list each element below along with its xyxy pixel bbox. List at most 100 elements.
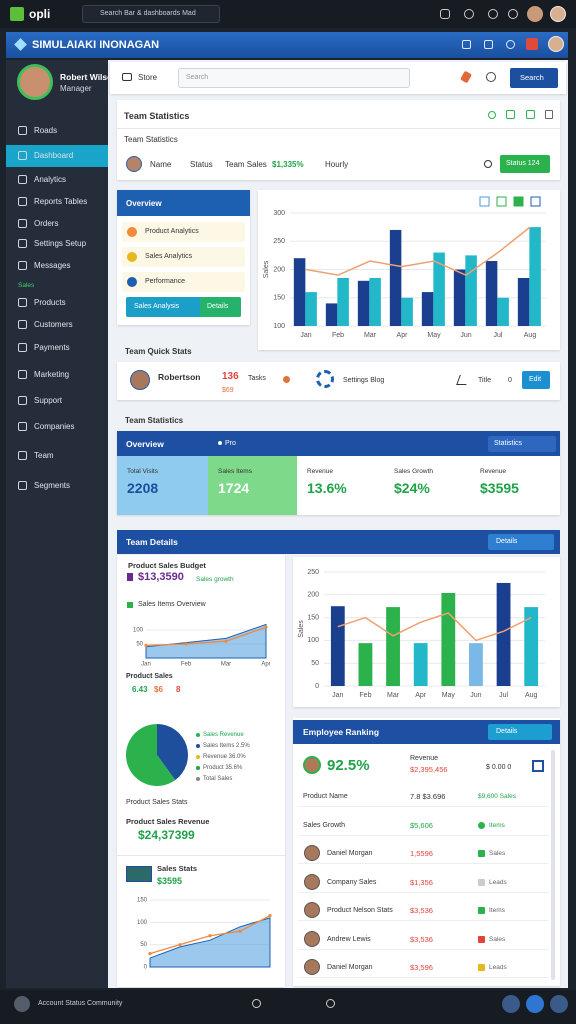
y-tick-label: 50 (140, 942, 147, 948)
avatar[interactable] (548, 36, 564, 52)
profile-name: Robert Wilson (60, 72, 118, 82)
nav-icon (18, 261, 27, 270)
nav-item[interactable]: Team (34, 451, 54, 460)
toolbar-search[interactable] (178, 68, 410, 88)
overview-item[interactable]: Sales Analytics (145, 253, 193, 260)
avatar[interactable] (527, 6, 543, 22)
bar (441, 592, 456, 686)
nav-item[interactable]: Products (34, 298, 66, 307)
pie-legend: Product 35.6% (203, 765, 243, 771)
bar (529, 227, 541, 326)
nav-item[interactable]: Orders (34, 219, 59, 228)
stat-label: Sales Items (218, 468, 252, 475)
ranking-icon (532, 760, 544, 772)
stat-label: Sales Growth (394, 468, 434, 475)
nav-icon (18, 320, 27, 329)
bar (325, 303, 338, 326)
divider (117, 855, 285, 856)
card-icon[interactable] (545, 110, 553, 119)
y-tick-label: 100 (133, 628, 144, 634)
overview-item[interactable]: Performance (145, 278, 186, 285)
stat-label: Revenue (480, 468, 507, 475)
card-icon[interactable] (488, 111, 496, 119)
stats-dropdown[interactable] (488, 436, 556, 452)
stat-value: 13.6% (307, 480, 347, 496)
footer-button[interactable] (550, 995, 568, 1013)
footer-button[interactable] (526, 995, 544, 1013)
rank-name: Product Nelson Stats (327, 907, 393, 914)
nav-item[interactable]: Settings Setup (34, 239, 87, 248)
top-icon[interactable] (440, 9, 450, 19)
overview-item-icon (127, 227, 137, 237)
search-box[interactable] (82, 5, 220, 23)
details-button[interactable] (488, 534, 554, 550)
quick-count: 136 (222, 371, 239, 382)
card-icon[interactable] (526, 110, 535, 119)
bar-chart: 100 150 200 250 300 Sales Jan Feb Mar Apr May Jun Ju… (263, 196, 546, 339)
nav-item[interactable]: Sales (18, 282, 35, 289)
ranking-misc: $ 0.00 0 (486, 764, 512, 771)
y-tick-label: 50 (311, 660, 319, 667)
avatar[interactable] (550, 6, 566, 22)
top-icon[interactable] (508, 9, 518, 19)
nav-item[interactable]: Customers (34, 320, 73, 329)
stat-tile (470, 456, 560, 515)
nav-item[interactable]: Support (34, 396, 63, 405)
nav-item[interactable]: Analytics (34, 175, 67, 184)
rank-value: 7.8 $3.696 (410, 792, 446, 801)
stat-value: $3595 (480, 480, 519, 496)
footer-icon[interactable] (252, 999, 261, 1008)
header-icon[interactable] (484, 40, 493, 49)
revenue-value: $24,37399 (138, 828, 195, 842)
quick-title: Title (478, 377, 491, 384)
overview-button2-text: Details (207, 303, 229, 310)
rank-name: Product Name (303, 793, 348, 800)
nav-item[interactable]: Messages (34, 261, 71, 270)
ranking-rev-label: Revenue (410, 755, 439, 762)
footer-icon[interactable] (326, 999, 335, 1008)
divider (298, 806, 548, 807)
y-tick-label: 100 (137, 920, 148, 926)
ranking-score: 92.5% (327, 757, 370, 774)
overview-item[interactable]: Product Analytics (145, 228, 199, 235)
bar (469, 643, 483, 686)
header-icon[interactable] (462, 40, 471, 49)
legend-swatch (196, 766, 200, 770)
quick-card (117, 362, 560, 400)
nav-item[interactable]: Segments (34, 481, 71, 490)
gear-icon (316, 370, 334, 388)
nav-item[interactable]: Payments (34, 343, 70, 352)
toolbar-icon[interactable] (486, 72, 496, 82)
y-tick-label: 300 (273, 210, 285, 217)
stats-tag: Pro (225, 440, 236, 447)
status-button[interactable] (500, 155, 550, 173)
overview-item-icon (127, 277, 137, 287)
overview-button2[interactable] (200, 297, 241, 317)
card-icon[interactable] (506, 110, 515, 119)
x-tick-label: Jan (332, 692, 343, 699)
avatar (304, 902, 320, 918)
top-icon[interactable] (464, 9, 474, 19)
footer-button[interactable] (502, 995, 520, 1013)
point (208, 934, 212, 938)
toolbar-tab[interactable]: Store (138, 73, 158, 82)
nav-item[interactable]: Reports Tables (34, 197, 88, 206)
legend-swatch (127, 573, 133, 581)
edit-button[interactable] (522, 371, 550, 389)
point (144, 643, 148, 647)
nav-item[interactable]: Dashboard (34, 151, 74, 160)
nav-item[interactable]: Marketing (34, 370, 70, 379)
tab-icon (122, 73, 132, 81)
budget-sub: Sales growth (196, 576, 234, 583)
nav-item[interactable]: Roads (34, 126, 58, 135)
x-tick-label: Aug (524, 332, 537, 339)
y-tick-label: 0 (144, 965, 148, 971)
toolbar-button[interactable] (510, 68, 558, 88)
rank-tag: Items (489, 821, 505, 829)
top-icon[interactable] (488, 9, 498, 19)
ranking-button[interactable] (488, 724, 552, 740)
header-icon[interactable] (506, 40, 515, 49)
header-icon[interactable] (526, 38, 538, 50)
nav-item[interactable]: Companies (34, 422, 75, 431)
row-sales-label: Team Sales (225, 160, 267, 169)
